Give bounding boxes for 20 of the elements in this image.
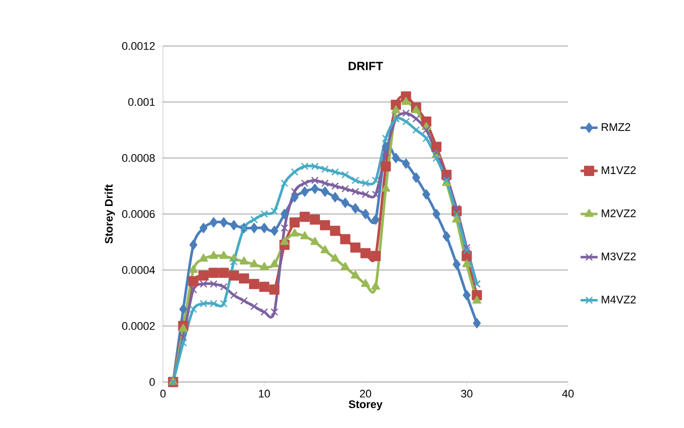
x-tick-label: 40	[562, 390, 574, 398]
y-tick-label: 0.0006	[122, 210, 155, 218]
x-tick-label: 0	[160, 390, 166, 398]
text: DRIFT	[348, 62, 383, 70]
y-tick-label: 0.001	[128, 98, 155, 106]
y-axis-title: Storey Drift	[104, 184, 115, 244]
x-axis-title: Storey	[348, 400, 382, 410]
y-tick-label: 0.0004	[122, 266, 155, 274]
legend-label: RMZ2	[602, 123, 630, 131]
x-tick-label: 10	[258, 390, 270, 398]
legend-label: M4VZ2	[602, 296, 636, 304]
y-tick-label: 0.0008	[122, 154, 155, 162]
legend-label: M3VZ2	[602, 252, 636, 260]
y-tick-label: 0	[150, 378, 155, 386]
x-tick-label: 30	[461, 390, 472, 398]
legend-label: M1VZ2	[602, 166, 636, 174]
legend-label: M2VZ2	[602, 209, 636, 218]
y-tick-label: 0.0002	[122, 322, 155, 330]
y-tick-label: 0.0012	[122, 42, 155, 50]
x-tick-label: 20	[360, 390, 372, 398]
